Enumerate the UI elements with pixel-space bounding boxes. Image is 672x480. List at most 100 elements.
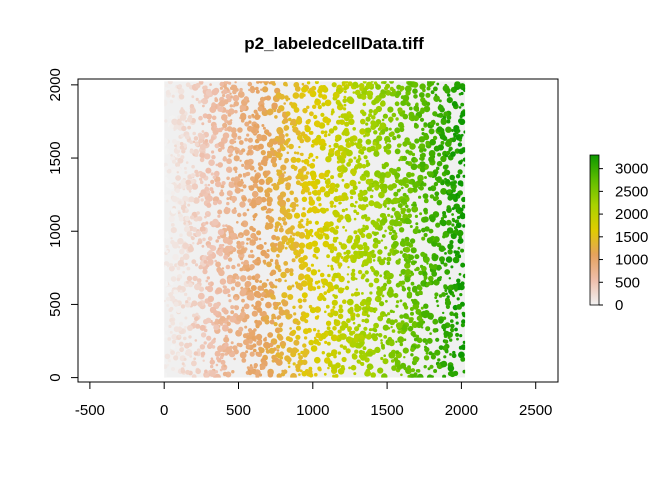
cell-blob [254, 114, 261, 120]
cell-blob [169, 330, 173, 334]
cell-blob [248, 237, 251, 241]
cell-blob [404, 276, 411, 283]
cell-blob [402, 192, 407, 197]
cell-blob [200, 332, 207, 338]
cell-blob [230, 341, 234, 345]
cell-blob [363, 134, 366, 138]
cell-blob [374, 297, 379, 302]
cell-blob [293, 151, 297, 155]
cell-blob [183, 222, 187, 225]
cell-blob [344, 285, 350, 291]
cell-blob [447, 336, 451, 339]
cell-blob [186, 280, 190, 284]
cell-blob [207, 236, 213, 241]
cell-blob [186, 231, 193, 237]
cell-blob [308, 131, 313, 135]
cell-blob [307, 230, 313, 235]
cell-blob [322, 285, 325, 288]
cell-blob [389, 309, 394, 313]
cell-blob [462, 157, 466, 162]
cell-blob [229, 232, 234, 237]
cell-blob [342, 345, 347, 350]
cell-blob [193, 136, 199, 141]
y-tick-label: 2000 [47, 68, 64, 101]
cell-blob [445, 219, 452, 226]
cell-blob [344, 229, 348, 232]
cell-blob [301, 292, 308, 299]
cell-blob [256, 320, 263, 326]
cell-blob [338, 201, 342, 205]
cell-blob [456, 337, 459, 341]
cell-blob [378, 191, 385, 199]
cell-blob [180, 304, 186, 309]
cell-blob [223, 85, 227, 89]
cell-blob [231, 370, 235, 374]
cell-blob [420, 251, 426, 257]
cell-blob [170, 276, 177, 282]
cell-blob [455, 332, 460, 337]
cell-blob [395, 178, 400, 184]
cell-blob [459, 293, 463, 297]
cell-blob [201, 230, 206, 235]
cell-blob [386, 279, 392, 285]
cell-blob [247, 198, 252, 203]
cell-blob [423, 198, 429, 204]
cell-blob [401, 287, 407, 292]
cell-blob [275, 359, 283, 366]
cell-blob [337, 262, 343, 268]
cell-blob [310, 263, 314, 267]
cell-blob [222, 237, 230, 244]
cell-blob [452, 294, 456, 298]
cell-blob [373, 109, 379, 115]
cell-blob [226, 321, 231, 326]
cell-blob [366, 296, 372, 303]
cell-blob [341, 208, 346, 213]
cell-blob [302, 352, 308, 358]
cell-blob [388, 231, 393, 235]
cell-blob [196, 242, 200, 245]
cell-blob [340, 365, 345, 369]
cell-blob [237, 181, 243, 187]
x-tick-label: 2500 [519, 402, 552, 419]
cell-blob [187, 245, 194, 253]
cell-blob [331, 243, 335, 247]
cell-blob [364, 226, 369, 231]
raster-layer [164, 81, 466, 378]
cell-blob [371, 249, 375, 254]
cell-blob [360, 362, 365, 366]
cell-blob [218, 141, 225, 148]
cell-blob [222, 157, 228, 162]
cell-blob [457, 169, 463, 175]
cell-blob [332, 147, 336, 150]
cell-blob [226, 225, 233, 232]
cell-blob [242, 184, 247, 189]
cell-blob [168, 265, 175, 272]
cell-blob [211, 88, 219, 96]
cell-blob [445, 297, 450, 303]
cell-blob [317, 105, 322, 110]
cell-blob [234, 281, 241, 288]
cell-blob [404, 246, 411, 253]
cell-blob [266, 208, 272, 214]
cell-blob [406, 242, 411, 247]
cell-blob [442, 345, 448, 351]
cell-blob [234, 81, 237, 84]
x-axis: -500 0 500 1000 1500 2000 2500 [75, 381, 552, 419]
cell-blob [316, 285, 321, 290]
cell-blob [410, 172, 415, 177]
cell-blob [450, 319, 454, 323]
cell-blob [173, 355, 179, 361]
cell-blob [322, 232, 326, 236]
cell-blob [353, 291, 359, 297]
cell-blob [301, 131, 306, 136]
cell-blob [227, 257, 233, 262]
cell-blob [361, 164, 367, 169]
cell-blob [325, 320, 332, 326]
cell-blob [271, 102, 278, 109]
cell-blob [382, 81, 387, 85]
cell-blob [388, 116, 394, 123]
cell-blob [460, 323, 465, 328]
cell-blob [348, 118, 355, 126]
cell-blob [320, 207, 327, 214]
cell-blob [236, 342, 241, 347]
